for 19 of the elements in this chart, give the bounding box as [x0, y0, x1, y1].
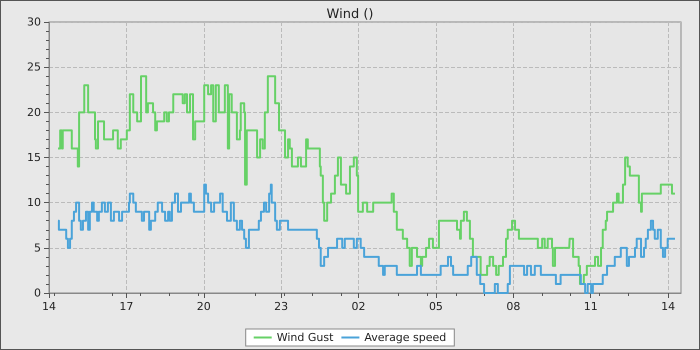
legend-label: Average speed [364, 331, 446, 344]
y-tick-label: 15 [27, 151, 41, 164]
x-tick-label: 05 [428, 300, 443, 313]
y-tick-label: 20 [27, 106, 41, 119]
y-tick-label: 25 [27, 60, 41, 74]
x-tick-label: 02 [352, 300, 366, 313]
x-tick-label: 11 [584, 300, 598, 313]
x-tick-label: 14 [661, 300, 676, 313]
legend-label: Wind Gust [276, 331, 334, 344]
y-tick-label: 10 [27, 196, 41, 210]
x-tick-label: 20 [196, 300, 211, 313]
x-tick-label: 08 [506, 300, 520, 313]
x-tick-label: 14 [42, 300, 56, 313]
y-tick-label: 0 [34, 286, 41, 300]
chart-title: Wind () [326, 7, 374, 22]
x-tick-label: 17 [119, 300, 134, 313]
x-tick-label: 23 [274, 300, 288, 313]
y-tick-label: 5 [34, 241, 41, 254]
y-tick-label: 30 [27, 16, 41, 28]
